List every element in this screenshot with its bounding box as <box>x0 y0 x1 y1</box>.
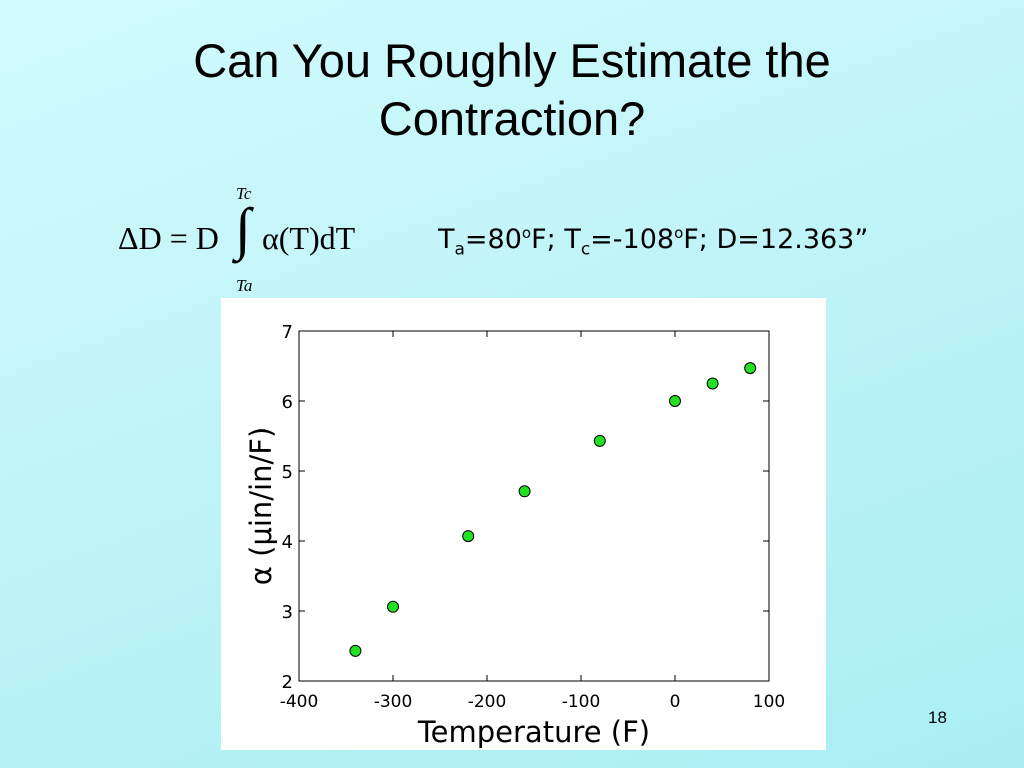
ta-unit: F; <box>531 224 565 255</box>
chart-panel: -400 -300 -200 -100 0 100 2 3 4 5 6 7 Temperature … <box>221 298 826 750</box>
y-tick-label: 4 <box>282 532 293 553</box>
integral-sign-icon: ∫ <box>235 196 251 261</box>
x-tick-label: -100 <box>562 692 601 712</box>
x-tick-label: 100 <box>753 692 785 712</box>
data-point <box>518 485 531 498</box>
tc-degree: o <box>674 224 684 242</box>
y-tick-label: 5 <box>282 462 293 483</box>
ta-subscript: a <box>454 239 465 260</box>
x-tick-label: -300 <box>374 692 413 712</box>
formula-upper-limit: Tc <box>236 184 252 203</box>
tc-symbol: T <box>564 224 581 255</box>
data-point <box>349 644 362 657</box>
x-tick-label: -200 <box>468 692 507 712</box>
slide-title-line-2: Contraction? <box>378 92 646 145</box>
formula-lower-limit: Ta <box>236 276 253 295</box>
y-axis-label: α (μin/in/F) <box>244 427 278 586</box>
formula-integrand: α(T)dT <box>262 220 356 256</box>
tc-unit-and-diameter: F; D=12.363” <box>683 224 869 255</box>
x-tick-label: -400 <box>280 692 319 712</box>
y-tick-label: 3 <box>282 602 293 623</box>
contraction-formula: ΔD = D ∫ Tc Ta α(T)dT <box>118 182 418 300</box>
data-point <box>593 434 606 447</box>
tc-subscript: c <box>580 239 591 260</box>
data-point <box>669 395 681 407</box>
data-point <box>387 600 399 613</box>
ta-symbol: T <box>438 224 455 255</box>
x-axis-label: Temperature (F) <box>417 715 650 749</box>
page-number: 18 <box>928 708 947 727</box>
slide-title: Can You Roughly Estimate the Contraction… <box>0 32 1024 148</box>
y-axis-ticks: 2 3 4 5 6 7 <box>282 322 769 693</box>
data-points <box>349 362 757 657</box>
data-point <box>462 530 475 543</box>
x-axis-ticks: -400 -300 -200 -100 0 100 <box>280 331 785 712</box>
ta-degree: o <box>521 224 532 242</box>
data-point <box>744 362 757 375</box>
data-point <box>706 377 719 390</box>
x-tick-label: 0 <box>670 692 681 712</box>
y-tick-label: 6 <box>282 392 293 413</box>
slide-title-line-1: Can You Roughly Estimate the <box>193 34 831 87</box>
formula-lhs: ΔD = D <box>118 220 219 256</box>
y-tick-label: 2 <box>282 672 293 693</box>
tc-value: =-108 <box>590 224 675 255</box>
scatter-chart: -400 -300 -200 -100 0 100 2 3 4 5 6 7 Temperature … <box>244 322 785 749</box>
plot-area-frame <box>298 330 770 682</box>
y-tick-label: 7 <box>282 322 293 343</box>
parameter-values: Ta=80oF; Tc=-108oF; D=12.363” <box>438 224 868 259</box>
ta-value: =80 <box>464 224 522 255</box>
